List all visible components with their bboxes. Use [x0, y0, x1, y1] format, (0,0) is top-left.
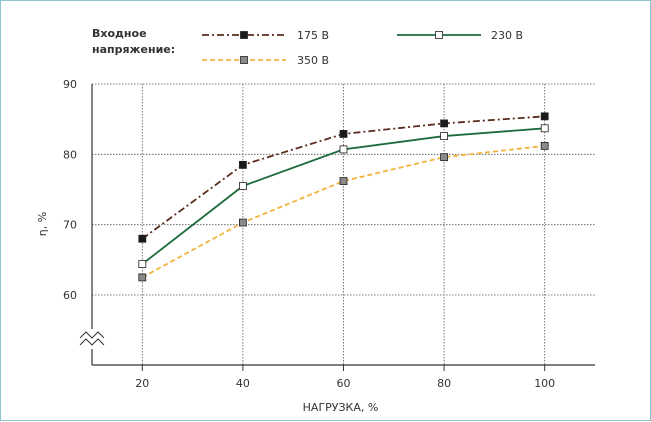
x-tick-label: 60 — [337, 377, 351, 390]
x-tick-label: 100 — [534, 377, 555, 390]
data-point — [339, 130, 348, 138]
x-axis-label: НАГРУЗКА, % — [303, 401, 379, 414]
legend-title: Входное — [92, 27, 147, 40]
legend-marker — [240, 31, 248, 39]
data-point — [238, 160, 247, 169]
data-point — [540, 124, 549, 133]
axis-break-mask — [78, 329, 106, 349]
series-line — [141, 144, 545, 279]
data-point — [440, 153, 449, 162]
legend-marker — [240, 56, 248, 64]
data-point — [540, 112, 549, 121]
y-tick-label: 60 — [63, 289, 77, 302]
data-point — [238, 218, 247, 227]
legend-label: 350 В — [297, 54, 329, 67]
axis-break-icon — [79, 331, 105, 339]
axis-break-icon — [79, 338, 105, 346]
data-point — [440, 119, 449, 128]
series-2 — [138, 124, 549, 268]
y-tick-label: 70 — [63, 219, 77, 232]
data-point — [238, 182, 247, 190]
x-tick-label: 40 — [236, 377, 250, 390]
x-tick-label: 80 — [437, 377, 451, 390]
legend-title: напряжение: — [92, 43, 175, 56]
data-point — [440, 132, 449, 140]
data-point — [138, 234, 147, 243]
data-point — [540, 141, 549, 150]
legend-label: 230 В — [491, 29, 523, 42]
data-point — [339, 177, 348, 185]
y-tick-label: 80 — [63, 148, 77, 161]
y-tick-label: 90 — [63, 78, 77, 91]
series-1 — [138, 112, 549, 243]
legend-item-2: 230 В — [397, 29, 523, 42]
series-lines — [138, 112, 549, 282]
x-tick-label: 20 — [135, 377, 149, 390]
data-point — [339, 145, 348, 154]
legend-item-3: 350 В — [202, 54, 329, 67]
legend-marker — [435, 31, 443, 39]
data-point — [138, 260, 147, 268]
legend-label: 175 В — [297, 29, 329, 42]
data-point — [138, 273, 147, 282]
grid — [92, 83, 595, 365]
axes: 60 70 80 90 20 40 60 80 100 — [63, 78, 595, 390]
series-3 — [138, 141, 549, 282]
y-axis-label: η, % — [36, 212, 49, 236]
legend-item-1: 175 В — [202, 29, 329, 42]
legend: Входное напряжение: 175 В 230 В 350 В — [92, 27, 523, 67]
